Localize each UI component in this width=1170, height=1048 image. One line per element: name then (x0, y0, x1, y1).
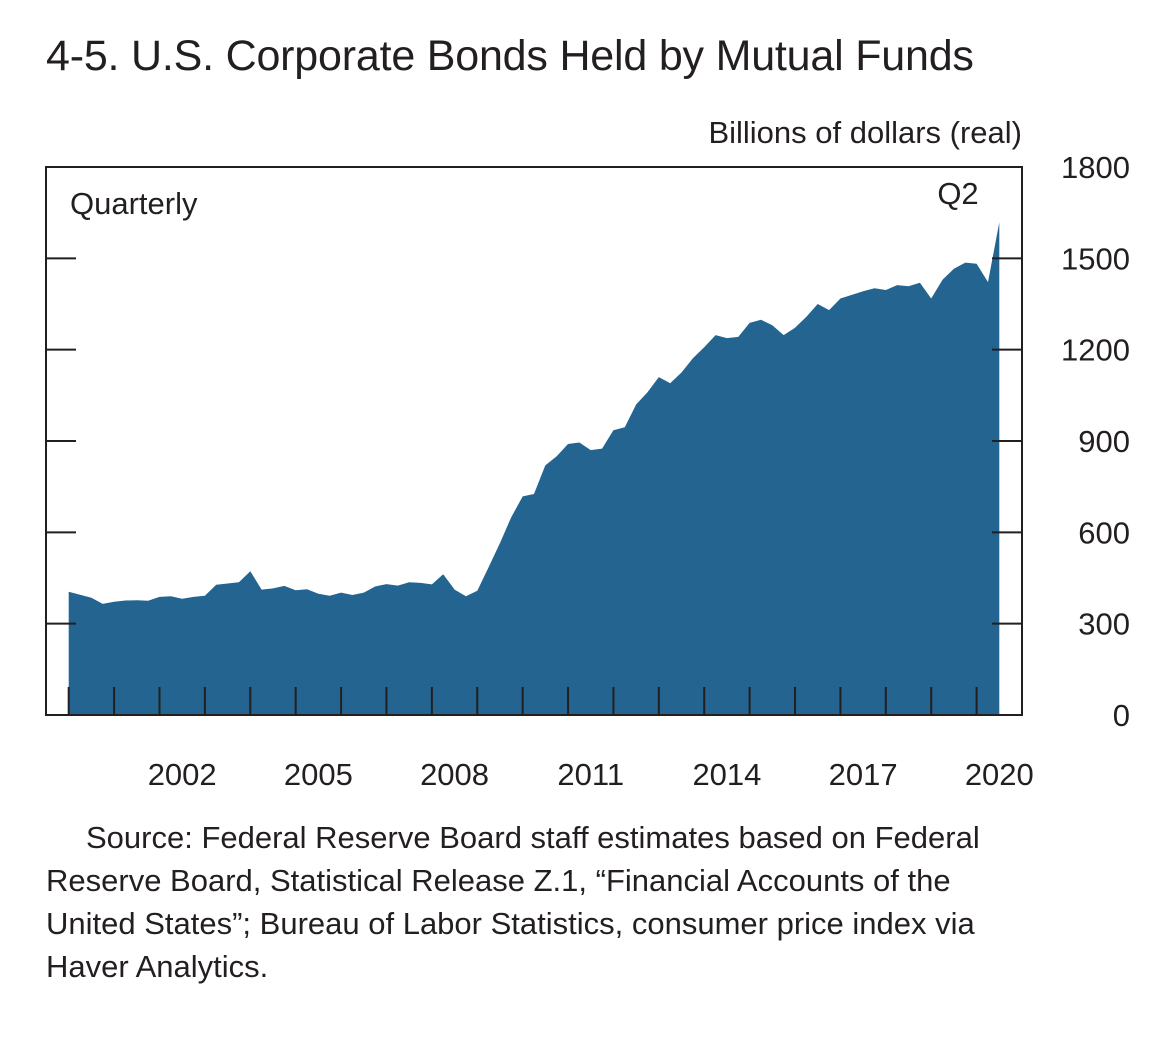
y-axis-tick-labels: 0 300 600 900 1200 1500 1800 (1061, 150, 1130, 733)
source-note: Source: Federal Reserve Board staff esti… (46, 816, 1046, 988)
x-tick-label: 2005 (284, 757, 353, 792)
x-tick-label: 2014 (692, 757, 761, 792)
x-tick-label: 2020 (965, 757, 1034, 792)
x-tick-label: 2017 (829, 757, 898, 792)
series-area (68, 222, 1000, 715)
y-tick-label: 600 (1078, 515, 1130, 550)
y-tick-label: 300 (1078, 607, 1130, 642)
y-tick-label: 1800 (1061, 150, 1130, 185)
y-axis-ticks (46, 166, 1022, 716)
x-tick-label: 2002 (148, 757, 217, 792)
y-tick-label: 1200 (1061, 333, 1130, 368)
y-tick-label: 900 (1078, 424, 1130, 459)
end-point-label: Q2 (937, 176, 978, 211)
y-tick-label: 0 (1113, 698, 1130, 733)
source-text: Source: Federal Reserve Board staff esti… (46, 820, 980, 984)
y-axis-label: Billions of dollars (real) (708, 115, 1022, 150)
x-tick-label: 2011 (557, 757, 624, 792)
frequency-label: Quarterly (70, 186, 198, 221)
x-tick-label: 2008 (420, 757, 489, 792)
chart-title: 4-5. U.S. Corporate Bonds Held by Mutual… (46, 32, 974, 80)
x-axis-tick-labels: 2002 2005 2008 2011 2014 2017 2020 (148, 757, 1034, 792)
y-tick-label: 1500 (1061, 241, 1130, 276)
x-axis-ticks (67, 687, 1023, 715)
